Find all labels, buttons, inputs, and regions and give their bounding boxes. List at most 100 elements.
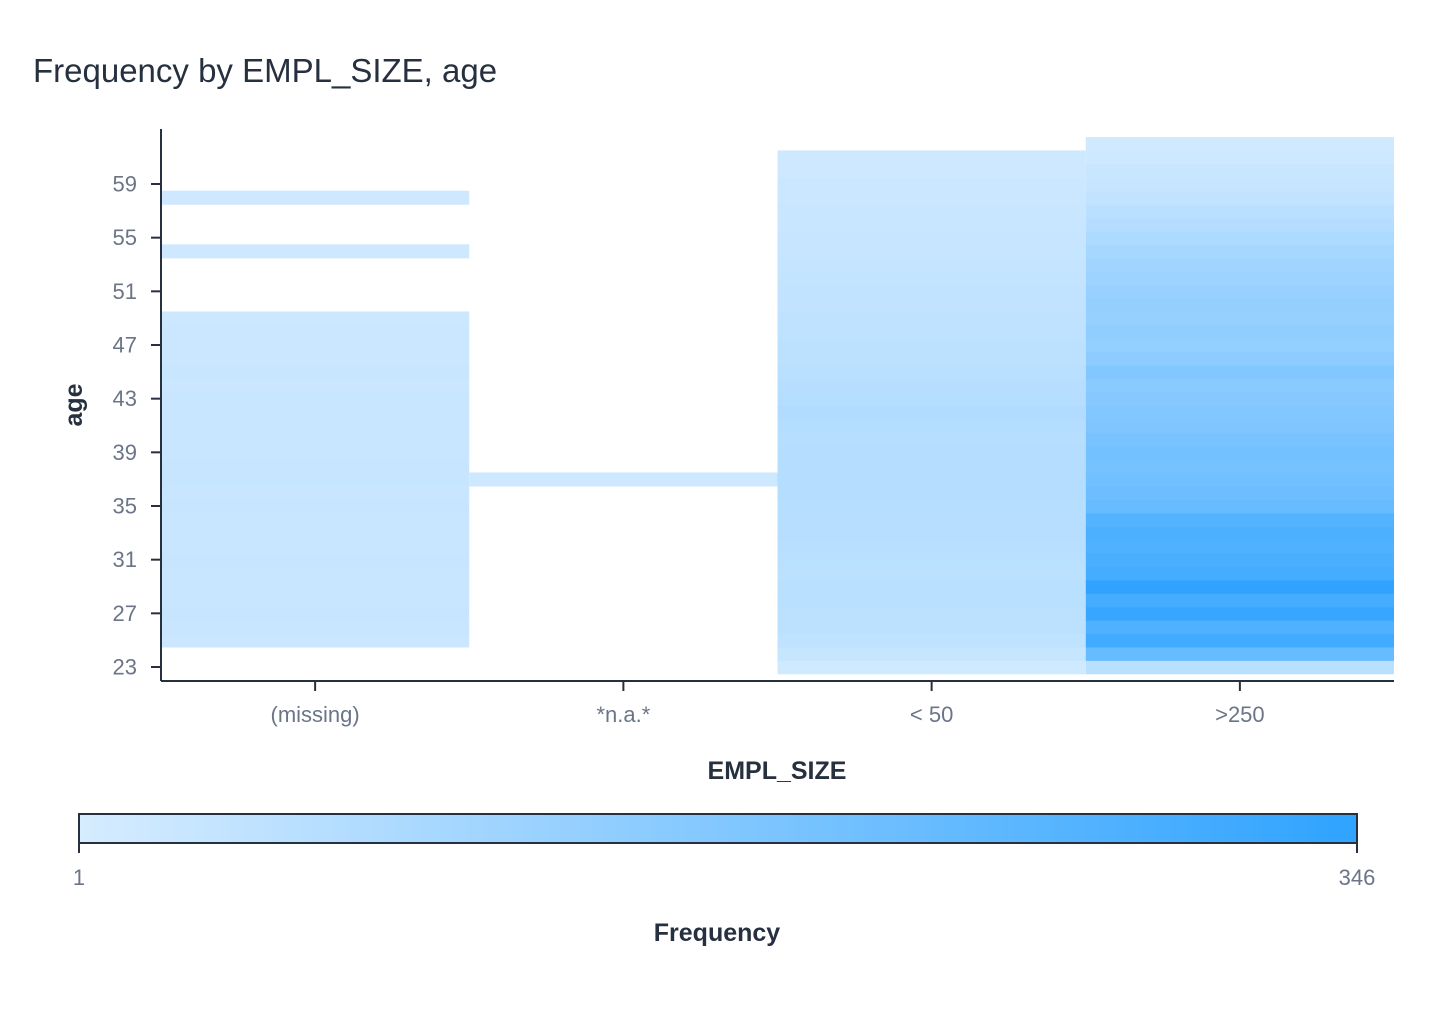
heatmap-cell xyxy=(777,311,1086,326)
heatmap-cell xyxy=(1085,499,1394,514)
heatmap-cell xyxy=(777,646,1086,661)
heatmap-cell xyxy=(777,150,1086,165)
heatmap-cell xyxy=(777,459,1086,474)
y-axis-ticks: 23 27 31 35 39 43 47 51 55 59 xyxy=(113,172,161,680)
heatmap-cell xyxy=(777,539,1086,554)
heatmap-cell xyxy=(1085,298,1394,313)
heatmap-cell xyxy=(777,271,1086,286)
heatmap-cell xyxy=(777,324,1086,339)
heatmap-cell xyxy=(161,351,470,366)
heatmap-cell xyxy=(777,298,1086,313)
heatmap-cell xyxy=(161,324,470,339)
heatmap-cell xyxy=(161,593,470,608)
y-tick-label: 55 xyxy=(113,225,137,250)
y-tick-label: 51 xyxy=(113,279,137,304)
heatmap-cell xyxy=(161,459,470,474)
heatmap-cell xyxy=(777,552,1086,567)
heatmap-cell xyxy=(1085,391,1394,406)
heatmap-cell xyxy=(1085,150,1394,165)
heatmap-cell xyxy=(1085,163,1394,178)
heatmap-cell xyxy=(777,526,1086,541)
heatmap-cell xyxy=(777,593,1086,608)
heatmap-cell xyxy=(777,606,1086,621)
heatmap-cell xyxy=(161,311,470,326)
y-tick-label: 35 xyxy=(113,494,137,519)
heatmap-cell xyxy=(161,512,470,527)
heatmap-cell xyxy=(1085,405,1394,420)
heatmap-cell xyxy=(777,284,1086,299)
heatmap-cell xyxy=(1085,418,1394,433)
heatmap-cell xyxy=(1085,351,1394,366)
chart-title: Frequency by EMPL_SIZE, age xyxy=(33,52,497,89)
heatmap-cell xyxy=(777,445,1086,460)
heatmap-cell xyxy=(161,378,470,393)
heatmap-cell xyxy=(161,338,470,353)
x-tick-label: *n.a.* xyxy=(596,702,650,727)
heatmap-cell xyxy=(161,526,470,541)
heatmap-cell xyxy=(777,405,1086,420)
y-tick-label: 27 xyxy=(113,601,137,626)
heatmap-cell xyxy=(1085,338,1394,353)
heatmap-cell xyxy=(1085,190,1394,205)
heatmap-cell xyxy=(161,365,470,380)
x-tick-label: (missing) xyxy=(271,702,360,727)
y-axis-title: age xyxy=(60,383,88,426)
y-tick-label: 39 xyxy=(113,440,137,465)
heatmap-cell xyxy=(161,620,470,635)
heatmap-cell xyxy=(777,378,1086,393)
heatmap-cell xyxy=(161,418,470,433)
heatmap-cell xyxy=(161,391,470,406)
heatmap-cell xyxy=(1085,472,1394,487)
y-tick-label: 43 xyxy=(113,386,137,411)
heatmap-cell xyxy=(1085,445,1394,460)
heatmap-cell xyxy=(1085,606,1394,621)
heatmap-cell xyxy=(1085,177,1394,192)
heatmap-cell xyxy=(1085,539,1394,554)
x-axis-title: EMPL_SIZE xyxy=(708,757,847,785)
heatmap-cell xyxy=(777,190,1086,205)
heatmap-cell xyxy=(1085,620,1394,635)
heatmap-cell xyxy=(777,620,1086,635)
heatmap-cell xyxy=(1085,566,1394,581)
colorbar-max-label: 346 xyxy=(1339,865,1376,890)
heatmap-cell xyxy=(777,472,1086,487)
heatmap-cell xyxy=(777,579,1086,594)
plot-axes xyxy=(160,129,1394,682)
heatmap-cell xyxy=(777,633,1086,648)
heatmap-cell xyxy=(1085,459,1394,474)
heatmap-cell xyxy=(1085,311,1394,326)
colorbar: 1 346 Frequency xyxy=(73,813,1376,947)
heatmap-cell xyxy=(1085,324,1394,339)
heatmap-cell xyxy=(161,499,470,514)
heatmap-cell xyxy=(161,472,470,487)
heatmap-cell xyxy=(1085,257,1394,272)
heatmap-cell xyxy=(1085,137,1394,152)
heatmap-cell xyxy=(161,606,470,621)
heatmap-cell xyxy=(777,418,1086,433)
heatmap-cell xyxy=(1085,633,1394,648)
heatmap-cell xyxy=(777,512,1086,527)
heatmap-cell xyxy=(1085,244,1394,259)
heatmap-cell xyxy=(777,217,1086,232)
heatmap-cell xyxy=(1085,593,1394,608)
heatmap-cell xyxy=(161,432,470,447)
heatmap-cell xyxy=(1085,204,1394,219)
heatmap-cell xyxy=(777,163,1086,178)
heatmap-cell xyxy=(1085,526,1394,541)
heatmap-cell xyxy=(1085,271,1394,286)
heatmap-cell xyxy=(161,552,470,567)
y-tick-label: 31 xyxy=(113,547,137,572)
heatmap-cell xyxy=(777,391,1086,406)
heatmap-cell xyxy=(777,230,1086,245)
heatmap-cell xyxy=(469,472,778,487)
heatmap-cell xyxy=(1085,485,1394,500)
heatmap-cell xyxy=(777,244,1086,259)
heatmap-cell xyxy=(1085,512,1394,527)
heatmap-cell xyxy=(777,177,1086,192)
heatmap-cell xyxy=(1085,378,1394,393)
heatmap-cell xyxy=(161,445,470,460)
heatmap-cell xyxy=(161,633,470,648)
heatmap-cell xyxy=(777,499,1086,514)
heatmap-cell xyxy=(1085,579,1394,594)
